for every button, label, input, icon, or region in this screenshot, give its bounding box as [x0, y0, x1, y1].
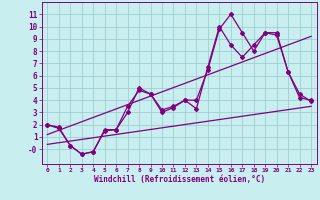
X-axis label: Windchill (Refroidissement éolien,°C): Windchill (Refroidissement éolien,°C)	[94, 175, 265, 184]
